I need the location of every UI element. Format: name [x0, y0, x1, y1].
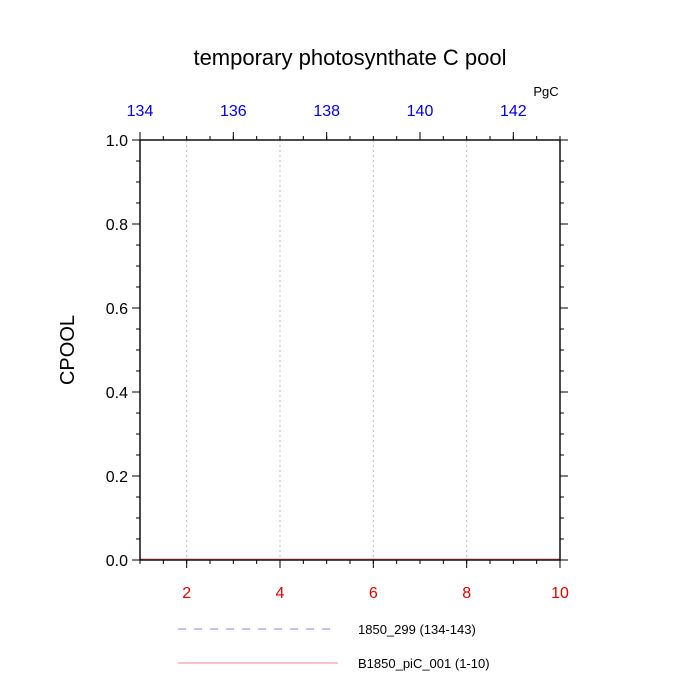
legend-label-2: B1850_piC_001 (1-10): [358, 656, 490, 671]
y-tick-label: 0.4: [106, 385, 128, 402]
legend-label-1: 1850_299 (134-143): [358, 622, 476, 637]
chart-title: temporary photosynthate C pool: [193, 45, 506, 70]
plot-frame: [139, 139, 561, 561]
y-axis-label: CPOOL: [57, 315, 79, 385]
x-top-tick-label: 140: [407, 103, 434, 120]
y-tick-label: 0.6: [106, 301, 128, 318]
y-tick-label: 0.8: [106, 217, 128, 234]
plot-area: 0.0 0.2 0.4 0.6 0.8 1.0 2 4 6 8 10 134 136 138 140 142: [106, 103, 569, 602]
y-tick-label: 1.0: [106, 133, 128, 150]
x-top-tick-label: 138: [313, 103, 340, 120]
x-bottom-tick-label: 6: [369, 585, 378, 602]
x-bottom-tick-label: 4: [276, 585, 285, 602]
legend: 1850_299 (134-143) B1850_piC_001 (1-10): [178, 622, 490, 671]
y-tick-label: 0.2: [106, 469, 128, 486]
x-top-tick-label: 142: [500, 103, 527, 120]
x-bottom-tick-label: 2: [182, 585, 191, 602]
x-top-tick-label: 134: [127, 103, 154, 120]
y-tick-label: 0.0: [106, 553, 128, 570]
x-top-tick-label: 136: [220, 103, 247, 120]
x-bottom-tick-label: 10: [551, 585, 569, 602]
top-axis-unit: PgC: [533, 84, 558, 99]
x-bottom-tick-label: 8: [462, 585, 471, 602]
